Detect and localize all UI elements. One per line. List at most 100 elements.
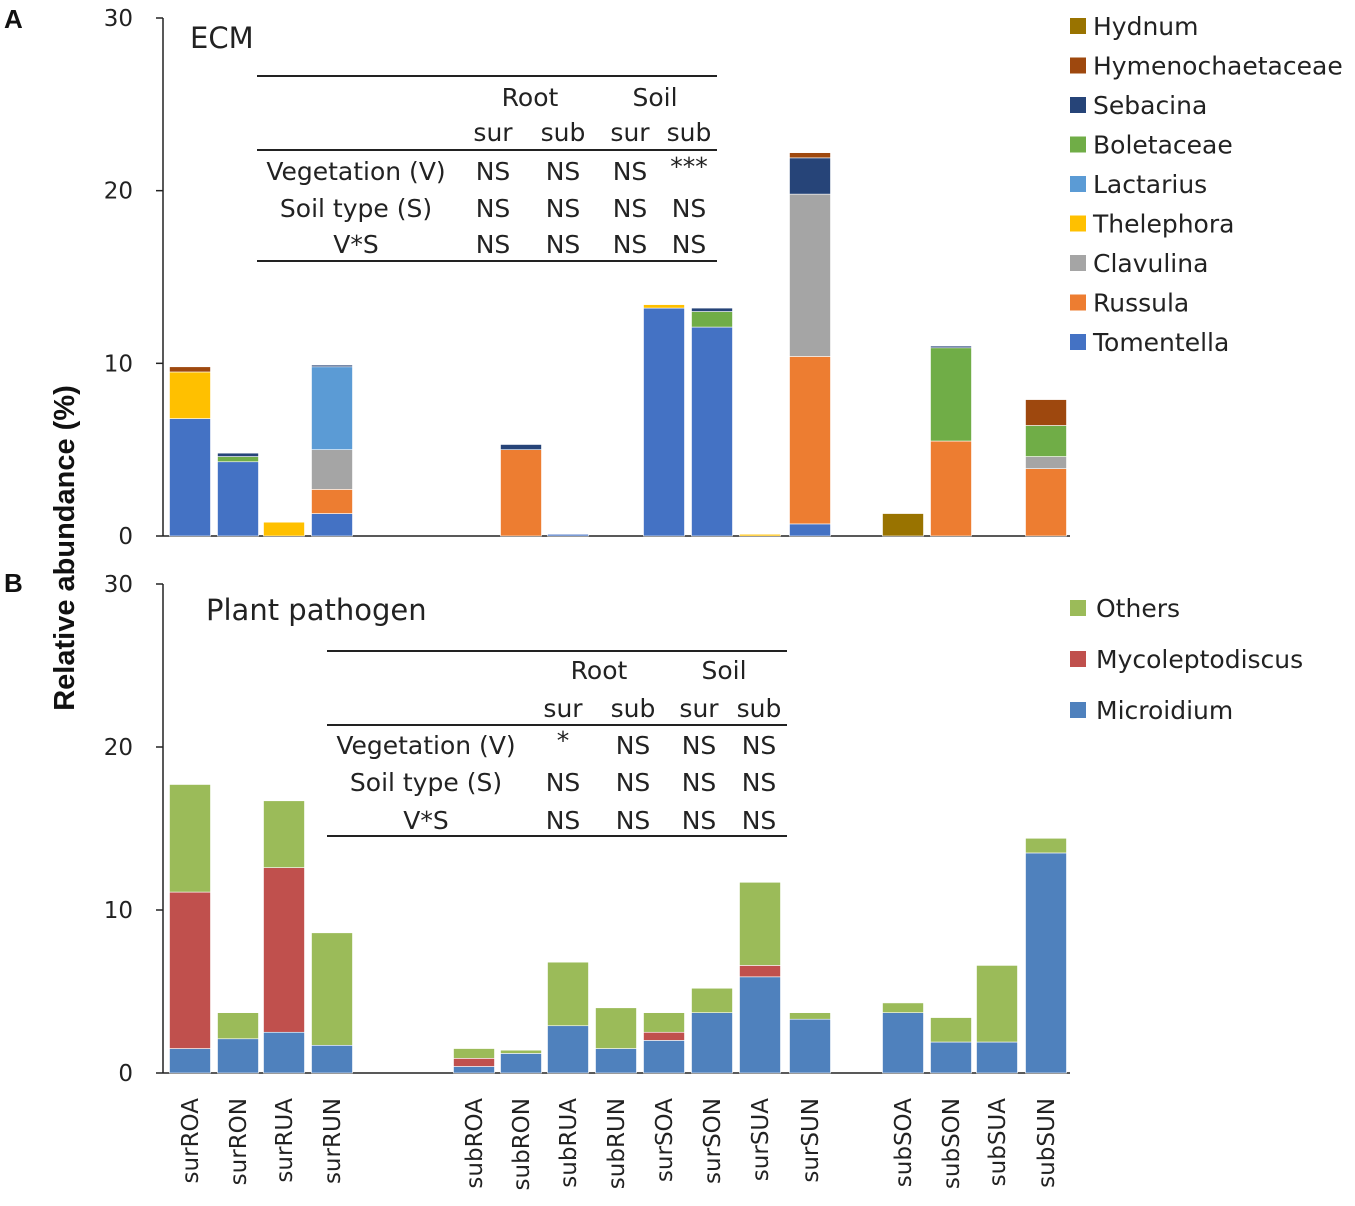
bar-segment-microidium-surrun	[311, 1044, 353, 1074]
table-cell: NS	[476, 194, 511, 223]
y-tick-label: 0	[118, 1061, 133, 1087]
bar-segment-sebacina-subron	[500, 444, 542, 450]
table-cell: NS	[546, 806, 581, 835]
bar-segment-tomentella-surroa	[169, 418, 211, 537]
legend-swatch-hydnum	[1070, 18, 1086, 34]
bar-segment-others-subsua	[976, 965, 1018, 1043]
x-tick-label-surron: surRON	[226, 1098, 252, 1185]
table-subheader: sur	[543, 694, 583, 723]
x-tick-label-subrua: subRUA	[556, 1098, 582, 1188]
bar-segment-microidium-subsun	[1025, 852, 1067, 1074]
bar-segment-microidium-sursua	[739, 976, 781, 1074]
y-tick-label: 30	[104, 6, 133, 32]
bar-segment-others-surron	[217, 1012, 259, 1040]
table-cell: NS	[613, 230, 648, 259]
bar-segment-tomentella-sursoa	[643, 307, 685, 537]
bar-segment-microidium-subrua	[547, 1025, 589, 1074]
bar-segment-mycoleptodiscus-sursua	[739, 965, 781, 978]
legend-label-hydnum: Hydnum	[1093, 12, 1199, 41]
legend-label-mycoleptodiscus: Mycoleptodiscus	[1096, 645, 1303, 674]
x-tick-label-surrua: surRUA	[272, 1098, 298, 1183]
x-tick-label-subsoa: subSOA	[891, 1098, 917, 1187]
table-cell: ***	[670, 152, 708, 181]
table-cell: NS	[613, 194, 648, 223]
legend-label-lactarius: Lactarius	[1093, 170, 1207, 199]
x-tick-label-surson: surSON	[700, 1098, 726, 1184]
bar-segment-thelephora-sursoa	[643, 304, 685, 309]
bar-segment-tomentella-surson	[691, 326, 733, 537]
x-tick-label-subrun: subRUN	[604, 1098, 630, 1189]
table-subheader: sub	[737, 694, 782, 723]
table-row-label-vegetation-v: Vegetation (V)	[336, 731, 515, 760]
bar-segment-microidium-sursoa	[643, 1040, 685, 1074]
panel-b-plant-pathogen: B Plant pathogen 0 10 20 30 Others Mycolepto…	[4, 568, 1303, 1087]
table-cell: NS	[672, 230, 707, 259]
bar-segment-microidium-subron	[500, 1053, 542, 1074]
table-cell: *	[557, 726, 570, 755]
legend-swatch-hymenochaetaceae	[1070, 57, 1086, 74]
y-tick-label: 0	[118, 524, 133, 550]
bar-segment-thelephora-sursua	[739, 533, 781, 537]
legend-swatch-lactarius	[1070, 176, 1086, 192]
table-row-label-v-s: V*S	[333, 230, 378, 259]
x-tick-label-surroa: surROA	[178, 1098, 204, 1184]
bar-segment-hymenochaetaceae-subsun	[1025, 399, 1067, 426]
bar-segment-lactarius-surrun	[311, 366, 353, 450]
bar-segment-microidium-surron	[217, 1038, 259, 1074]
bar-segment-others-sursua	[739, 881, 781, 966]
bar-segment-microidium-surson	[691, 1012, 733, 1074]
table-subheader: sub	[541, 118, 586, 147]
table-cell: NS	[616, 731, 651, 760]
table-cell: NS	[672, 194, 707, 223]
bar-segment-microidium-subsua	[976, 1041, 1018, 1074]
legend-swatch-clavulina	[1070, 255, 1086, 271]
table-row-label-soil-type-s: Soil type (S)	[350, 768, 502, 797]
bar-segment-microidium-subson	[930, 1041, 972, 1074]
bar-segment-sebacina-subson	[930, 345, 972, 349]
x-tick-label-sursun: surSUN	[798, 1098, 824, 1183]
bar-segment-microidium-subroa	[453, 1066, 495, 1074]
bar-segment-others-surson	[691, 987, 733, 1013]
table-cell: NS	[476, 230, 511, 259]
y-tick-label: 10	[104, 898, 133, 924]
legend-swatch-russula	[1070, 294, 1086, 311]
bar-segment-boletaceae-subson	[930, 347, 972, 442]
bar-segment-mycoleptodiscus-subroa	[453, 1058, 495, 1067]
table-row-label-vegetation-v: Vegetation (V)	[266, 157, 445, 186]
y-axis-label: Relative abundance (%)	[49, 385, 81, 711]
x-tick-label-surrun: surRUN	[320, 1098, 346, 1184]
bar-segment-sebacina-surson	[691, 307, 733, 312]
legend-label-clavulina: Clavulina	[1093, 249, 1208, 278]
panel-a-ecm: A ECM 0 10 20 30 Hydnum Hymenochaetaceae Seba…	[4, 4, 1343, 550]
y-tick-label: 10	[104, 351, 133, 377]
table-group-header-soil: Soil	[632, 83, 677, 112]
table-subheader: sub	[667, 118, 712, 147]
y-tick-label: 20	[104, 735, 133, 761]
panel-letter-b: B	[4, 568, 23, 598]
bar-segment-others-subroa	[453, 1048, 495, 1059]
bar-segment-sebacina-surron	[217, 452, 259, 457]
bar-segment-mycoleptodiscus-sursoa	[643, 1031, 685, 1041]
table-cell: NS	[616, 768, 651, 797]
bar-segment-sebacina-sursun	[789, 157, 831, 195]
legend-label-tomentella: Tomentella	[1092, 328, 1229, 357]
x-tick-label-sursua: surSUA	[748, 1098, 774, 1181]
table-subheader: sur	[679, 694, 719, 723]
table-cell: NS	[682, 731, 717, 760]
bar-segment-others-subrua	[547, 961, 589, 1027]
bar-segment-others-surrua	[263, 800, 305, 868]
panel-b-legend: Others Mycoleptodiscus Microidium	[1070, 594, 1303, 725]
table-cell: NS	[616, 806, 651, 835]
table-cell: NS	[682, 806, 717, 835]
bar-segment-microidium-subsoa	[882, 1012, 924, 1074]
bar-segment-clavulina-sursun	[789, 193, 831, 357]
table-cell: NS	[546, 194, 581, 223]
legend-label-microidium: Microidium	[1096, 696, 1233, 725]
panel-a-bars	[169, 152, 1067, 537]
bar-segment-others-subrun	[595, 1007, 637, 1049]
x-axis-category-labels: surROA surRON surRUA surRUN subROA subRON subR…	[178, 1098, 1060, 1191]
bar-segment-boletaceae-surron	[217, 456, 259, 463]
y-tick-label: 20	[104, 179, 133, 205]
table-cell: NS	[546, 230, 581, 259]
